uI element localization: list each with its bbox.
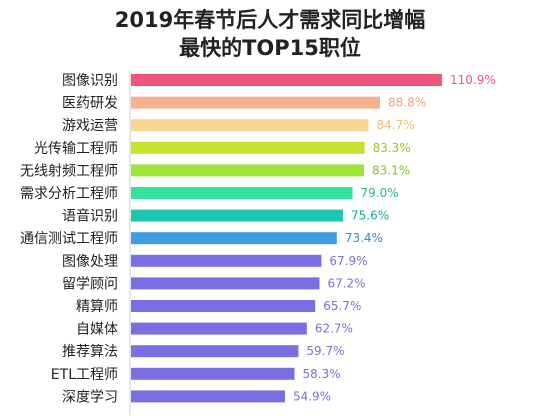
bar bbox=[131, 141, 365, 154]
category-label: ETL工程师 bbox=[51, 367, 118, 383]
bar bbox=[131, 390, 285, 403]
value-label: 88.8% bbox=[388, 96, 426, 110]
bar bbox=[131, 187, 353, 199]
bar-group: 图像识别 110.9% 医药研发 88.8% 游戏运营 84.7% 光传输工程师 83.3% 无… bbox=[20, 73, 496, 405]
bar bbox=[131, 277, 320, 290]
category-label: 游戏运营 bbox=[62, 118, 118, 134]
bar bbox=[131, 254, 322, 267]
bar bbox=[131, 232, 337, 245]
value-label: 83.3% bbox=[373, 141, 411, 155]
bar bbox=[131, 119, 369, 132]
category-label: 需求分析工程师 bbox=[20, 186, 118, 202]
chart-title-line1: 2019年春节后人才需求同比增幅 bbox=[114, 8, 426, 32]
value-label: 54.9% bbox=[293, 389, 331, 403]
category-label: 无线射频工程师 bbox=[20, 163, 118, 179]
category-label: 医药研发 bbox=[62, 96, 118, 112]
bar bbox=[131, 74, 442, 86]
category-label: 图像识别 bbox=[62, 73, 118, 89]
value-label: 59.7% bbox=[306, 344, 344, 358]
category-label: 自媒体 bbox=[76, 322, 118, 338]
value-label: 75.6% bbox=[351, 209, 389, 223]
category-label: 深度学习 bbox=[62, 389, 118, 405]
bar bbox=[131, 367, 295, 380]
category-label: 通信测试工程师 bbox=[20, 231, 118, 247]
category-label: 推荐算法 bbox=[62, 344, 118, 360]
bar bbox=[131, 345, 299, 358]
value-label: 73.4% bbox=[345, 231, 383, 245]
value-label: 84.7% bbox=[377, 118, 415, 132]
value-label: 110.9% bbox=[450, 73, 496, 87]
category-label: 图像处理 bbox=[62, 254, 118, 270]
bar bbox=[131, 300, 316, 312]
value-label: 67.2% bbox=[327, 276, 365, 290]
value-label: 83.1% bbox=[372, 163, 410, 177]
bar bbox=[131, 322, 307, 335]
value-label: 62.7% bbox=[315, 322, 353, 336]
value-label: 79.0% bbox=[361, 186, 399, 200]
bar bbox=[131, 209, 344, 222]
chart-title-line2: 最快的TOP15职位 bbox=[179, 36, 361, 60]
value-label: 58.3% bbox=[302, 367, 340, 381]
category-label: 精算师 bbox=[76, 299, 118, 315]
category-label: 留学顾问 bbox=[62, 276, 118, 292]
category-label: 光传输工程师 bbox=[34, 141, 118, 157]
category-label: 语音识别 bbox=[62, 208, 118, 225]
value-label: 65.7% bbox=[323, 299, 361, 313]
bar bbox=[131, 96, 381, 109]
value-label: 67.9% bbox=[329, 254, 367, 268]
bar bbox=[131, 164, 365, 177]
